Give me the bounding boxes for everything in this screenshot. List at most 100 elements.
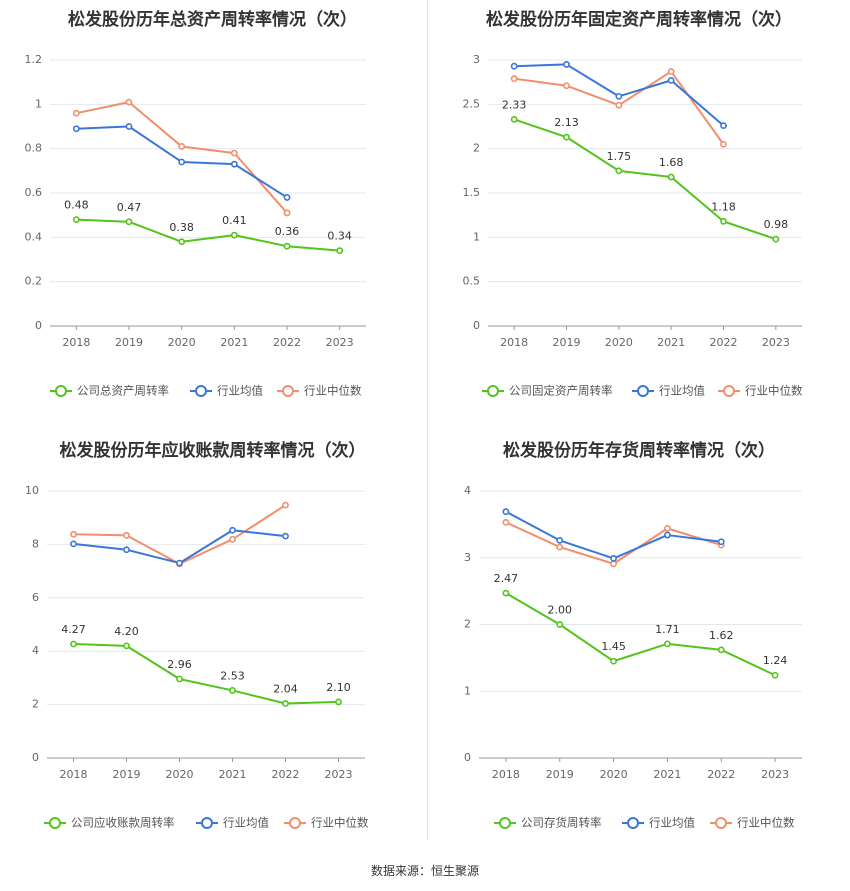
legend-label: 公司存货周转率 bbox=[521, 816, 602, 830]
legend-item-industry-median[interactable]: 行业中位数 bbox=[277, 384, 362, 398]
y-tick-label: 8 bbox=[32, 537, 39, 550]
legend-item-company[interactable]: 公司应收账款周转率 bbox=[44, 816, 175, 830]
data-point-industry-avg bbox=[667, 76, 675, 84]
data-point-industry-avg bbox=[72, 125, 80, 133]
data-label: 1.71 bbox=[655, 623, 680, 636]
data-point-industry-avg bbox=[123, 546, 130, 554]
y-tick-label: 2 bbox=[464, 618, 471, 631]
chart-fixed-asset-turnover: 松发股份历年固定资产周转率情况（次） 0 0.5 1 1.5 2 2.5 3 2018 2019 2… bbox=[463, 9, 803, 398]
data-point-industry-median bbox=[720, 140, 727, 148]
x-tick-label: 2023 bbox=[325, 768, 353, 781]
data-point-company bbox=[717, 646, 725, 654]
data-point-company bbox=[720, 217, 727, 225]
chart-title: 松发股份历年固定资产周转率情况（次） bbox=[486, 9, 792, 30]
series-line-company bbox=[73, 642, 339, 705]
legend-item-company[interactable]: 公司存货周转率 bbox=[494, 816, 602, 830]
data-point-company bbox=[615, 167, 623, 175]
data-point-company bbox=[123, 642, 130, 650]
series-line-company bbox=[505, 592, 776, 677]
x-tick-label: 2019 bbox=[546, 768, 574, 781]
data-label: 2.53 bbox=[220, 669, 245, 682]
legend-label: 公司固定资产周转率 bbox=[509, 384, 613, 398]
data-point-company bbox=[70, 640, 77, 648]
legend-label: 行业均值 bbox=[217, 384, 263, 398]
legend-marker bbox=[723, 385, 735, 397]
data-label: 0.48 bbox=[64, 199, 89, 212]
data-label: 2.33 bbox=[502, 98, 527, 111]
legend-item-company[interactable]: 公司固定资产周转率 bbox=[482, 384, 613, 398]
x-tick-label: 2020 bbox=[600, 768, 628, 781]
data-label: 1.24 bbox=[763, 654, 788, 667]
legend-item-industry-avg[interactable]: 行业均值 bbox=[196, 816, 269, 830]
x-tick-label: 2020 bbox=[605, 336, 633, 349]
data-point-industry-median bbox=[615, 101, 623, 109]
data-point-company bbox=[336, 247, 344, 255]
legend-marker bbox=[715, 817, 727, 829]
data-label: 0.41 bbox=[222, 214, 247, 227]
data-point-company bbox=[283, 242, 291, 250]
data-point-industry-avg bbox=[563, 61, 570, 68]
x-tick-label: 2021 bbox=[219, 768, 247, 781]
data-label: 1.75 bbox=[607, 150, 632, 163]
data-point-company bbox=[610, 657, 617, 665]
data-point-company bbox=[772, 235, 780, 243]
y-tick-label: 2 bbox=[473, 142, 480, 155]
x-tick-label: 2022 bbox=[272, 768, 300, 781]
legend-item-industry-avg[interactable]: 行业均值 bbox=[632, 384, 705, 398]
data-point-company bbox=[335, 698, 342, 706]
series-line-industry-median bbox=[73, 504, 287, 565]
data-point-company bbox=[563, 133, 570, 141]
data-point-industry-avg bbox=[229, 526, 236, 534]
data-label: 0.34 bbox=[327, 230, 352, 243]
data-label: 1.18 bbox=[711, 200, 736, 213]
x-tick-label: 2019 bbox=[115, 336, 143, 349]
y-tick-label: 0.4 bbox=[25, 230, 43, 243]
data-point-industry-median bbox=[283, 209, 291, 217]
legend-marker bbox=[289, 817, 301, 829]
legend-marker bbox=[49, 817, 61, 829]
legend-item-industry-avg[interactable]: 行业均值 bbox=[190, 384, 263, 398]
data-point-industry-avg bbox=[720, 122, 727, 130]
legend-item-industry-median[interactable]: 行业中位数 bbox=[284, 816, 369, 830]
y-tick-label: 0.2 bbox=[25, 275, 43, 288]
chart-receivables-turnover: 松发股份历年应收账款周转率情况（次） 0 2 4 6 8 10 2018 2019 2020 202… bbox=[25, 440, 369, 830]
legend-marker bbox=[282, 385, 294, 397]
data-point-company bbox=[282, 700, 289, 707]
y-tick-label: 6 bbox=[32, 591, 39, 604]
data-point-industry-median bbox=[502, 518, 510, 526]
chart-inventory-turnover: 松发股份历年存货周转率情况（次） 0 1 2 3 4 2018 2019 2020 2021 202… bbox=[464, 440, 802, 830]
y-tick-label: 0.5 bbox=[463, 275, 481, 288]
y-tick-label: 1 bbox=[473, 230, 480, 243]
data-label: 1.45 bbox=[601, 640, 626, 653]
legend-label: 行业均值 bbox=[649, 816, 695, 830]
data-point-company bbox=[771, 671, 779, 679]
data-point-industry-avg bbox=[717, 538, 725, 546]
data-point-industry-avg bbox=[230, 160, 238, 168]
series-line-industry-median bbox=[76, 101, 288, 214]
chart-body: 松发股份历年应收账款周转率情况（次） 0 2 4 6 8 10 2018 2019 2020 202… bbox=[25, 440, 369, 830]
x-tick-label: 2023 bbox=[762, 336, 790, 349]
series-line-company bbox=[513, 118, 777, 241]
y-tick-label: 2.5 bbox=[463, 97, 481, 110]
x-tick-label: 2022 bbox=[707, 768, 735, 781]
legend-item-industry-median[interactable]: 行业中位数 bbox=[718, 384, 803, 398]
legend-marker bbox=[499, 817, 511, 829]
legend-label: 行业均值 bbox=[659, 384, 705, 398]
data-label: 0.36 bbox=[275, 225, 300, 238]
chart-panel-receivables-turnover: 松发股份历年应收账款周转率情况（次） 0 2 4 6 8 10 2018 2019 2020 202… bbox=[0, 432, 425, 864]
data-point-industry-median bbox=[230, 149, 238, 157]
y-tick-label: 0 bbox=[473, 319, 480, 332]
legend-item-industry-median[interactable]: 行业中位数 bbox=[710, 816, 795, 830]
legend-marker bbox=[195, 385, 207, 397]
data-point-company bbox=[176, 675, 183, 683]
y-tick-label: 4 bbox=[32, 644, 39, 657]
legend-item-industry-avg[interactable]: 行业均值 bbox=[622, 816, 695, 830]
data-point-company bbox=[664, 640, 671, 648]
data-point-industry-median bbox=[178, 143, 186, 150]
x-tick-label: 2018 bbox=[492, 768, 520, 781]
data-point-company bbox=[510, 116, 518, 123]
x-tick-label: 2019 bbox=[113, 768, 141, 781]
x-tick-label: 2021 bbox=[220, 336, 248, 349]
data-point-industry-avg bbox=[283, 194, 291, 201]
legend-item-company[interactable]: 公司总资产周转率 bbox=[50, 384, 169, 398]
